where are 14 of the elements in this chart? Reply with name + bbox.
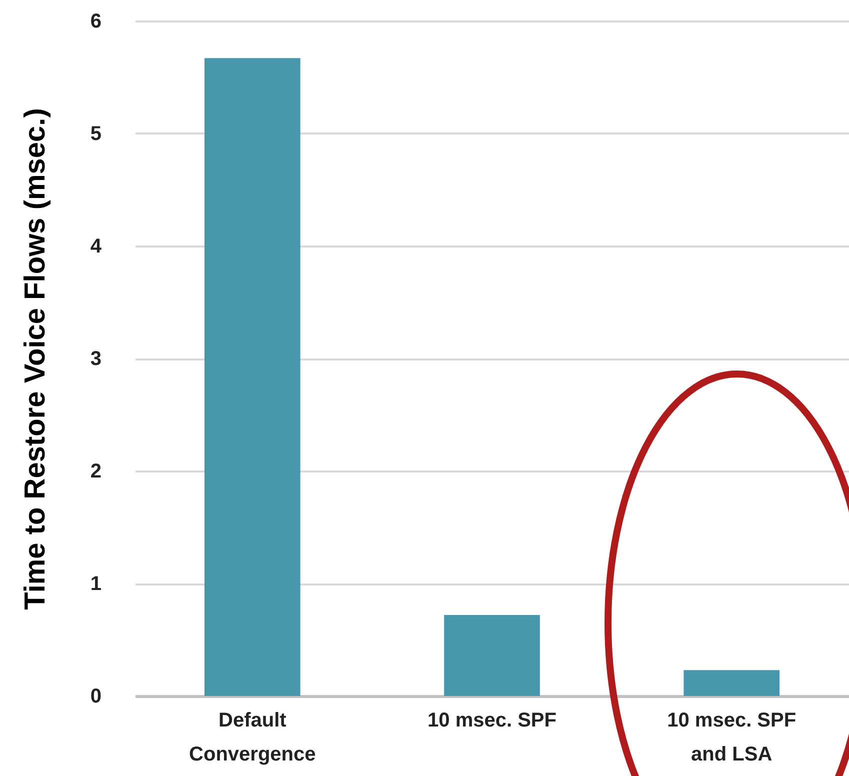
y-tick-label: 3 — [90, 348, 102, 370]
y-tick-label: 4 — [90, 236, 102, 258]
bar — [204, 58, 300, 696]
x-tick-label: 10 msec. SPF — [428, 710, 556, 732]
y-tick-label: 5 — [90, 123, 102, 145]
bar — [444, 615, 540, 696]
x-tick-label: 10 msec. SPF and LSA — [667, 710, 796, 766]
y-tick-label: 0 — [90, 686, 102, 708]
bar — [684, 670, 780, 696]
y-tick-label: 6 — [90, 10, 102, 32]
y-tick-label: 2 — [90, 460, 102, 482]
x-tick-label: Default Convergence — [189, 710, 316, 766]
y-tick-label: 1 — [90, 573, 102, 595]
y-axis-title: Time to Restore Voice Flows (msec.) — [19, 108, 52, 610]
